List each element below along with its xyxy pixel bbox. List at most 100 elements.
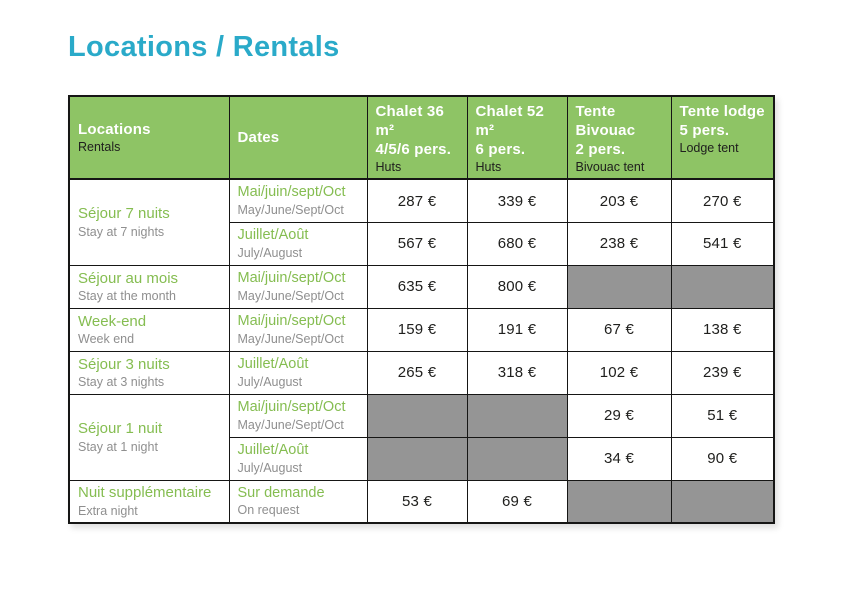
table-row: Séjour au mois Stay at the month Mai/jui…	[68, 264, 775, 309]
date-fr: Sur demande	[237, 484, 325, 501]
price-cell: 287 €	[366, 178, 468, 223]
date-en: July/August	[237, 245, 303, 260]
row-label-extra-night: Nuit supplémentaire Extra night	[68, 479, 230, 524]
price-cell: 541 €	[670, 221, 775, 266]
price-cell: 51 €	[670, 393, 775, 438]
date-fr: Mai/juin/sept/Oct	[237, 399, 346, 416]
row-label-en: Stay at the month	[78, 289, 176, 304]
unavailable-cell	[566, 264, 672, 309]
price-cell: 53 €	[366, 479, 468, 524]
date-en: July/August	[237, 460, 303, 475]
table-row: Séjour 3 nuits Stay at 3 nights Juillet/…	[68, 350, 775, 395]
date-en: May/June/Sept/Oct	[237, 202, 344, 217]
date-cell: Mai/juin/sept/Oct May/June/Sept/Oct	[228, 264, 368, 309]
date-cell: Mai/juin/sept/Oct May/June/Sept/Oct	[228, 307, 368, 352]
date-cell: Juillet/Août July/August	[228, 221, 368, 266]
table-row: Juillet/Août July/August 567 € 680 € 238…	[69, 221, 775, 266]
price-cell: 680 €	[466, 221, 568, 266]
price-cell: 635 €	[366, 264, 468, 309]
date-en: May/June/Sept/Oct	[237, 417, 344, 432]
price-cell: 67 €	[566, 307, 672, 352]
price-cell: 238 €	[566, 221, 672, 266]
page-title: Locations / Rentals	[68, 31, 340, 63]
price-cell: 102 €	[566, 350, 672, 395]
row-label-stay-at-month: Séjour au mois Stay at the month	[68, 264, 230, 309]
header-tente-bivouac-name: Tente Bivouac	[575, 103, 636, 140]
price-cell: 567 €	[366, 221, 468, 266]
header-dates: Dates	[228, 95, 368, 181]
header-tente-bivouac-en: Bivouac tent	[575, 160, 645, 175]
unavailable-cell	[366, 393, 468, 438]
price-cell: 90 €	[670, 436, 775, 481]
date-cell: Sur demande On request	[228, 479, 368, 524]
row-label-en: Extra night	[78, 503, 138, 518]
price-cell: 29 €	[566, 393, 672, 438]
table-row: Juillet/Août July/August 34 € 90 €	[69, 436, 775, 481]
row-label-fr: Séjour 3 nuits	[78, 355, 170, 373]
date-cell: Mai/juin/sept/Oct May/June/Sept/Oct	[228, 393, 368, 438]
header-chalet-36-en: Huts	[375, 160, 402, 175]
date-en: July/August	[237, 374, 303, 389]
row-label-en: Stay at 7 nights	[78, 224, 165, 239]
unavailable-cell	[466, 393, 568, 438]
price-cell: 800 €	[466, 264, 568, 309]
date-en: May/June/Sept/Oct	[237, 288, 344, 303]
header-chalet-52-name: Chalet 52 m²	[475, 103, 544, 140]
row-label-fr: Séjour au mois	[78, 269, 179, 287]
row-label-weekend: Week-end Week end	[68, 307, 230, 352]
date-en: On request	[237, 503, 300, 518]
price-cell: 34 €	[566, 436, 672, 481]
price-cell: 239 €	[670, 350, 775, 395]
row-label-fr: Week-end	[78, 312, 147, 330]
header-tente-bivouac: Tente Bivouac 2 pers. Bivouac tent	[566, 95, 672, 181]
price-cell: 191 €	[466, 307, 568, 352]
header-row: Locations Rentals Dates Chalet 36 m² 4/5…	[68, 95, 775, 181]
price-cell: 339 €	[466, 178, 568, 223]
table-row: Nuit supplémentaire Extra night Sur dema…	[68, 479, 775, 524]
date-fr: Juillet/Août	[237, 227, 309, 244]
row-label-stay-3-nights: Séjour 3 nuits Stay at 3 nights	[68, 350, 230, 395]
unavailable-cell	[670, 479, 775, 524]
header-chalet-36: Chalet 36 m² 4/5/6 pers. Huts	[366, 95, 468, 181]
price-cell: 265 €	[366, 350, 468, 395]
table-row: Week-end Week end Mai/juin/sept/Oct May/…	[68, 307, 775, 352]
header-tente-bivouac-capacity: 2 pers.	[575, 141, 626, 159]
row-label-fr: Séjour 1 nuit	[78, 420, 163, 438]
unavailable-cell	[366, 436, 468, 481]
header-locations-en: Rentals	[78, 140, 121, 155]
date-fr: Mai/juin/sept/Oct	[237, 313, 346, 330]
header-chalet-36-name: Chalet 36 m²	[375, 103, 444, 140]
header-chalet-52: Chalet 52 m² 6 pers. Huts	[466, 95, 568, 181]
header-chalet-52-en: Huts	[475, 160, 502, 175]
header-tente-lodge: Tente lodge 5 pers. Lodge tent	[670, 95, 775, 181]
table-header: Locations Rentals Dates Chalet 36 m² 4/5…	[68, 95, 775, 181]
unavailable-cell	[670, 264, 775, 309]
row-label-stay-7-nights: Séjour 7 nuits Stay at 7 nights	[68, 178, 230, 266]
date-cell: Juillet/Août July/August	[228, 350, 368, 395]
header-locations: Locations Rentals	[68, 95, 230, 181]
header-tente-lodge-capacity: 5 pers.	[679, 122, 730, 140]
unavailable-cell	[466, 436, 568, 481]
date-fr: Juillet/Août	[237, 442, 309, 459]
header-locations-fr: Locations	[78, 121, 151, 139]
row-label-en: Week end	[78, 332, 135, 347]
price-cell: 270 €	[670, 178, 775, 223]
header-chalet-52-capacity: 6 pers.	[475, 141, 526, 159]
header-chalet-36-capacity: 4/5/6 pers.	[375, 141, 452, 159]
price-cell: 69 €	[466, 479, 568, 524]
date-cell: Mai/juin/sept/Oct May/June/Sept/Oct	[228, 178, 368, 223]
row-label-stay-1-night: Séjour 1 nuit Stay at 1 night	[68, 393, 230, 481]
date-en: May/June/Sept/Oct	[237, 331, 344, 346]
row-label-en: Stay at 3 nights	[78, 375, 165, 390]
row-label-fr: Nuit supplémentaire	[78, 484, 212, 502]
table-body: Séjour 7 nuits Stay at 7 nights Mai/juin…	[68, 178, 775, 524]
row-label-fr: Séjour 7 nuits	[78, 205, 170, 223]
date-fr: Juillet/Août	[237, 356, 309, 373]
unavailable-cell	[566, 479, 672, 524]
price-cell: 159 €	[366, 307, 468, 352]
header-tente-lodge-en: Lodge tent	[679, 141, 739, 156]
table-row: Séjour 1 nuit Stay at 1 night Mai/juin/s…	[68, 393, 775, 481]
date-cell: Juillet/Août July/August	[228, 436, 368, 481]
date-fr: Mai/juin/sept/Oct	[237, 270, 346, 287]
